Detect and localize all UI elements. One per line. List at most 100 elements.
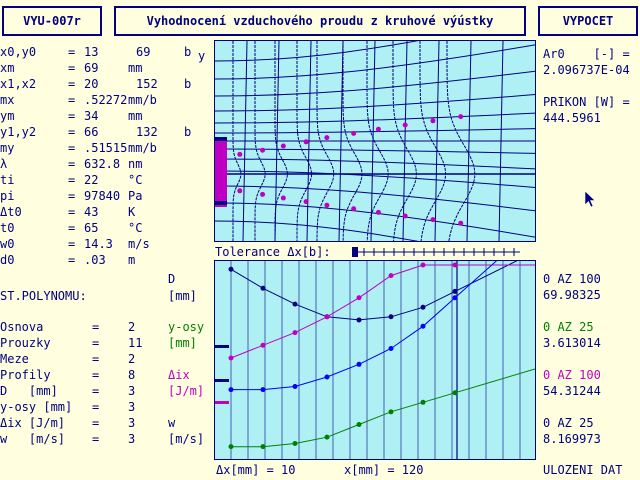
- title-box: Vyhodnocení vzduchového proudu z kruhové…: [114, 6, 526, 36]
- w-value: 8.169973: [543, 432, 601, 446]
- profile-marker: [458, 220, 464, 226]
- profile-marker: [260, 191, 266, 197]
- param-value2[interactable]: 152: [136, 77, 158, 91]
- interferogram-panel[interactable]: [214, 40, 536, 242]
- param-unit: b: [184, 77, 192, 91]
- series-point: [228, 355, 234, 361]
- param-unit: Pa: [128, 189, 143, 203]
- series-point: [388, 345, 394, 351]
- param-value[interactable]: .03: [84, 253, 106, 267]
- velocity-profile: [342, 41, 363, 241]
- velocity-profile: [392, 41, 417, 241]
- param-name: ym: [0, 109, 15, 123]
- profile-marker: [324, 202, 330, 208]
- axis-marker: [215, 379, 229, 382]
- series-point: [388, 273, 394, 279]
- profile-marker: [351, 130, 357, 136]
- param-unit: m: [128, 253, 136, 267]
- fringe-line: [215, 220, 419, 241]
- polynom-value[interactable]: 3: [128, 384, 136, 398]
- series-line: [231, 261, 498, 391]
- grid-line: [402, 41, 408, 241]
- param-value[interactable]: 13: [84, 45, 99, 59]
- param-equals: =: [68, 93, 76, 107]
- program-id: VYU-007r: [23, 14, 81, 28]
- param-value[interactable]: 14.3: [84, 237, 113, 251]
- save-data-button[interactable]: ULOZENI DAT: [543, 463, 623, 477]
- polynom-value[interactable]: 3: [128, 432, 136, 446]
- polynom-value[interactable]: 8: [128, 368, 136, 382]
- polynom-value[interactable]: 3: [128, 400, 136, 414]
- grid-line: [498, 41, 504, 241]
- param-equals: =: [68, 157, 76, 171]
- axis-marker: [215, 401, 229, 404]
- param-equals: =: [68, 77, 76, 91]
- tolerance-slider[interactable]: [350, 245, 536, 259]
- param-value2[interactable]: 132: [136, 125, 158, 139]
- param-name: ti: [0, 173, 15, 187]
- param-value[interactable]: 69: [84, 61, 99, 75]
- polynom-name: w [m/s]: [0, 432, 66, 446]
- grid-line: [274, 41, 280, 241]
- param-value[interactable]: 632.8: [84, 157, 121, 171]
- param-equals: =: [68, 189, 76, 203]
- grid-line: [306, 41, 312, 241]
- profile-marker: [237, 151, 243, 157]
- param-unit: b: [184, 45, 192, 59]
- series-line: [230, 264, 535, 359]
- param-value[interactable]: 22: [84, 173, 99, 187]
- polynom-name: D [mm]: [0, 384, 58, 398]
- param-equals: =: [68, 61, 76, 75]
- polynom-name: Δix [J/m]: [0, 416, 66, 430]
- param-value[interactable]: 66: [84, 125, 99, 139]
- calculate-button[interactable]: VYPOCET: [538, 6, 638, 36]
- series-point: [228, 387, 234, 393]
- profile-chart-panel[interactable]: [214, 260, 536, 460]
- polynom-value[interactable]: 2: [128, 352, 136, 366]
- polynom-value[interactable]: 2: [128, 320, 136, 334]
- nozzle-block: [215, 137, 227, 207]
- param-value[interactable]: .52272: [84, 93, 128, 107]
- profile-marker: [402, 122, 408, 128]
- profile-marker: [430, 118, 436, 124]
- series-point: [324, 434, 330, 440]
- param-unit: mm/b: [128, 141, 157, 155]
- ar0-label: Ar0 [-] =: [543, 47, 630, 61]
- prikon-label: PRIKON [W] =: [543, 95, 630, 109]
- fringe-line: [215, 94, 535, 112]
- series-point: [452, 262, 458, 268]
- param-equals: =: [68, 45, 76, 59]
- series-point: [260, 387, 266, 393]
- nozzle-edge: [215, 137, 227, 141]
- param-value[interactable]: 34: [84, 109, 99, 123]
- yosy-unit: [mm]: [168, 336, 197, 350]
- polynom-equals: =: [92, 416, 100, 430]
- param-equals: =: [68, 109, 76, 123]
- profile-marker: [260, 147, 266, 153]
- page-title: Vyhodnocení vzduchového proudu z kruhové…: [146, 14, 494, 28]
- param-value[interactable]: 20: [84, 77, 99, 91]
- polynom-name: Profily: [0, 368, 51, 382]
- series-point: [292, 383, 298, 389]
- velocity-profile: [296, 41, 313, 241]
- param-value[interactable]: 65: [84, 221, 99, 235]
- nozzle-edge: [215, 201, 227, 205]
- param-value[interactable]: 97840: [84, 189, 121, 203]
- param-value2[interactable]: 69: [136, 45, 151, 59]
- fringe-line: [215, 158, 535, 170]
- polynom-value[interactable]: 3: [128, 416, 136, 430]
- polynom-value[interactable]: 11: [128, 336, 143, 350]
- grid-line: [242, 41, 248, 241]
- param-value[interactable]: .51515: [84, 141, 128, 155]
- ix-value: 54.31244: [543, 384, 601, 398]
- fringe-line: [215, 202, 535, 238]
- velocity-profile: [366, 41, 389, 241]
- polynom-equals: =: [92, 368, 100, 382]
- calculate-button-label: VYPOCET: [562, 14, 614, 28]
- series-point: [452, 288, 458, 294]
- fringe-line: [215, 112, 535, 124]
- series-point: [292, 440, 298, 446]
- param-value[interactable]: 43: [84, 205, 99, 219]
- param-unit: °C: [128, 221, 143, 235]
- series-point: [292, 330, 298, 336]
